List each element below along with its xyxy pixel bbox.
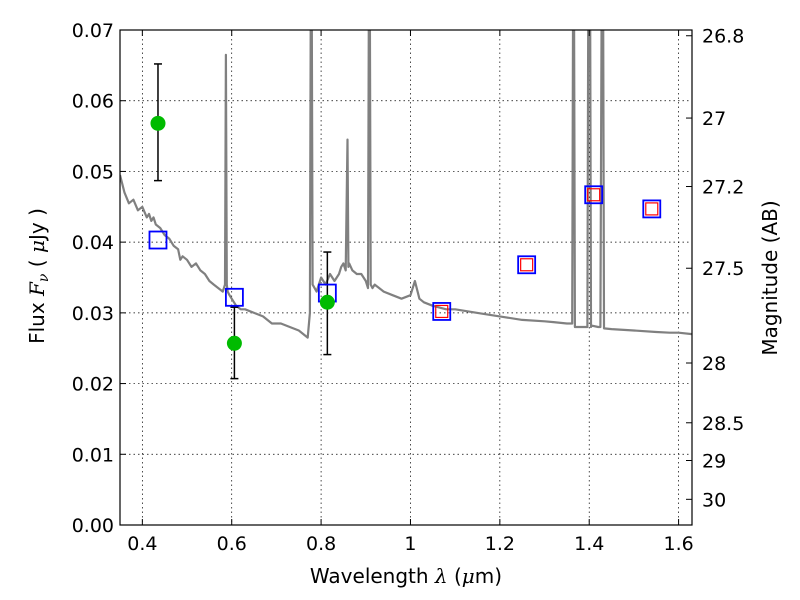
x-tick-label: 1.2 xyxy=(485,533,515,555)
model-photometry-inner-square xyxy=(435,304,449,319)
y-tick-label: 0.03 xyxy=(72,303,114,325)
model-photometry-square xyxy=(432,302,452,321)
y2-tick-label: 28.5 xyxy=(702,413,744,435)
model-photometry-inner-square xyxy=(645,202,659,216)
grid xyxy=(120,29,692,526)
x-tick-label: 1.4 xyxy=(574,533,604,555)
x-tick-label: 1.6 xyxy=(663,533,693,555)
y-tick-label: 0.00 xyxy=(72,515,114,537)
y-tick-label: 0.04 xyxy=(72,232,114,254)
y-tick-label: 0.05 xyxy=(72,161,114,183)
spectrum-layer xyxy=(120,30,692,339)
model-photometry-square xyxy=(148,230,168,250)
marker-layer xyxy=(148,63,662,380)
y-tick-label: 0.07 xyxy=(72,20,114,42)
y2-tick-label: 27 xyxy=(702,108,726,130)
y-axis-label: Flux Fν ( μJy ) xyxy=(25,208,52,344)
model-photometry-square xyxy=(517,255,537,275)
model-spectrum-line xyxy=(120,30,692,339)
observed-point xyxy=(319,294,335,310)
y-tick-label: 0.02 xyxy=(72,374,114,396)
y2-tick-label: 27.2 xyxy=(702,177,744,199)
model-photometry-inner-square xyxy=(520,258,534,272)
observed-point xyxy=(226,335,242,351)
y2-tick-label: 28 xyxy=(702,353,726,375)
model-photometry-square xyxy=(224,287,244,307)
model-photometry-square xyxy=(584,185,604,205)
y-tick-label: 0.01 xyxy=(72,444,114,466)
x-tick-label: 0.4 xyxy=(127,533,157,555)
observed-point xyxy=(150,115,166,131)
x-tick-label: 0.6 xyxy=(217,533,247,555)
model-photometry-square xyxy=(642,199,662,219)
y-tick-label: 0.06 xyxy=(72,91,114,113)
x-tick-label: 0.8 xyxy=(306,533,336,555)
plot-frame xyxy=(119,29,693,526)
x-tick-label: 1 xyxy=(404,533,416,555)
y2-tick-label: 29 xyxy=(702,451,726,473)
tick-layer: 0.4 0.6 0.8 1 1.2 1.4 1.6 0.00 0.01 0.02 0.03 0.04 0… xyxy=(72,20,745,555)
y2-axis-label: Magnitude (AB) xyxy=(758,200,782,355)
y2-tick-label: 26.8 xyxy=(702,26,744,48)
x-axis-label: Wavelength λ (μm) xyxy=(310,564,502,588)
y2-tick-label: 30 xyxy=(702,489,726,511)
y2-tick-label: 27.5 xyxy=(702,258,744,280)
model-photometry-inner-square xyxy=(587,188,601,202)
